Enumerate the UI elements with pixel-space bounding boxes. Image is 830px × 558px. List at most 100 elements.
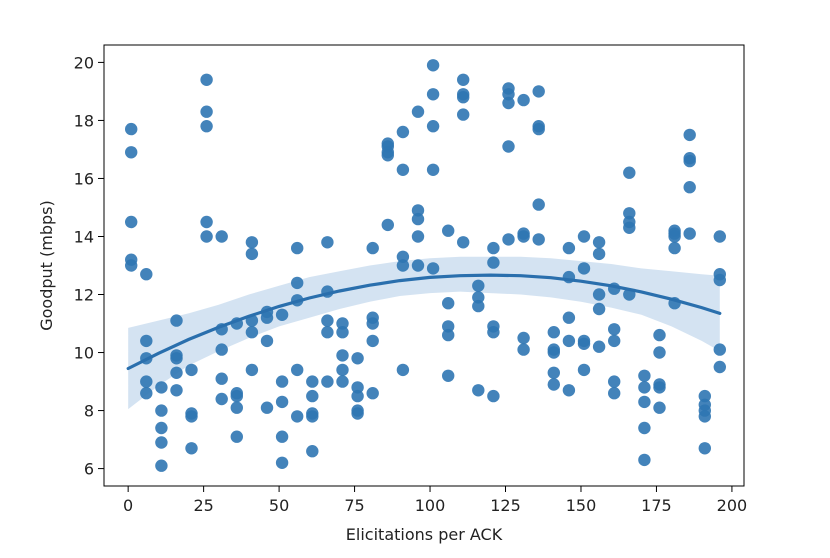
data-point [426, 88, 440, 101]
data-point [502, 96, 515, 110]
data-point [215, 372, 228, 385]
data-point [396, 250, 410, 263]
data-point [306, 445, 319, 458]
data-point [291, 276, 304, 290]
x-tick-label: 100 [415, 496, 446, 515]
x-axis-label: Elicitations per ACK [346, 525, 503, 544]
data-point [351, 381, 364, 394]
data-point [577, 262, 591, 275]
data-point [411, 204, 425, 217]
data-point [260, 401, 274, 414]
data-point [230, 401, 243, 414]
data-point [592, 247, 606, 261]
fit-line [126, 273, 722, 371]
data-point [291, 410, 304, 423]
confidence-band-layer [128, 256, 720, 410]
data-point [366, 241, 379, 255]
data-point [487, 241, 500, 255]
data-point [517, 343, 530, 356]
data-point [230, 389, 243, 403]
data-point [155, 459, 168, 472]
data-point [472, 299, 485, 313]
data-point [668, 241, 681, 255]
data-point [306, 375, 319, 388]
data-point [547, 378, 560, 391]
data-point [562, 311, 576, 324]
data-point [275, 375, 289, 388]
data-point [683, 154, 696, 168]
data-point [336, 363, 349, 377]
data-point [562, 241, 576, 255]
data-point [351, 352, 364, 365]
data-point [260, 334, 274, 348]
plot-frame [103, 44, 745, 487]
data-point [457, 91, 470, 104]
data-point [411, 230, 425, 243]
data-point [366, 317, 379, 330]
data-point [245, 247, 259, 261]
data-point [351, 389, 364, 403]
data-point [245, 363, 259, 377]
data-point [638, 453, 651, 467]
x-tick-label: 50 [269, 496, 289, 515]
data-point [381, 149, 394, 162]
data-point [532, 122, 545, 136]
data-point [517, 331, 530, 345]
x-tick-label: 125 [490, 496, 521, 515]
data-point [547, 366, 560, 379]
data-point [230, 430, 243, 443]
data-point [517, 230, 530, 243]
data-point [502, 140, 515, 153]
data-point [125, 215, 138, 229]
y-axis-ticks: 6 8 10 12 14 16 18 20 [74, 53, 104, 479]
x-tick-label: 150 [566, 496, 597, 515]
data-point [140, 334, 153, 348]
data-point [653, 401, 666, 414]
data-point [185, 363, 198, 377]
data-point [517, 93, 530, 107]
y-tick-label: 12 [74, 286, 94, 305]
y-tick-label: 8 [84, 402, 94, 421]
data-point [577, 363, 591, 377]
data-point [577, 337, 591, 350]
data-point [442, 369, 455, 382]
data-point [366, 387, 379, 400]
data-point [532, 233, 545, 246]
data-point [683, 227, 696, 240]
data-point [638, 369, 651, 382]
fit-line-layer [126, 273, 722, 371]
data-point [547, 326, 560, 339]
data-point [291, 241, 304, 255]
data-point [200, 120, 213, 133]
data-point [623, 221, 636, 234]
data-point [321, 326, 334, 339]
data-point [713, 273, 726, 287]
data-point [321, 375, 334, 388]
data-point [200, 230, 213, 243]
data-point [155, 436, 168, 449]
data-point [608, 334, 621, 348]
data-point [592, 340, 606, 353]
data-point [336, 375, 349, 388]
x-tick-label: 25 [193, 496, 213, 515]
data-point [472, 279, 485, 292]
data-point [245, 236, 259, 249]
data-point [532, 198, 545, 211]
data-point [200, 73, 213, 87]
data-point [502, 88, 515, 101]
data-point [457, 108, 470, 121]
y-tick-label: 14 [74, 227, 94, 246]
data-point [336, 326, 349, 339]
data-point [170, 352, 183, 365]
data-point [442, 224, 455, 237]
data-point [426, 59, 440, 72]
data-point [713, 360, 726, 374]
data-point [426, 163, 440, 176]
data-point [653, 328, 666, 342]
data-point [185, 442, 198, 455]
data-point [426, 120, 440, 133]
data-point [562, 384, 576, 397]
data-point [502, 233, 515, 246]
data-point [668, 230, 681, 243]
data-point [426, 262, 440, 275]
